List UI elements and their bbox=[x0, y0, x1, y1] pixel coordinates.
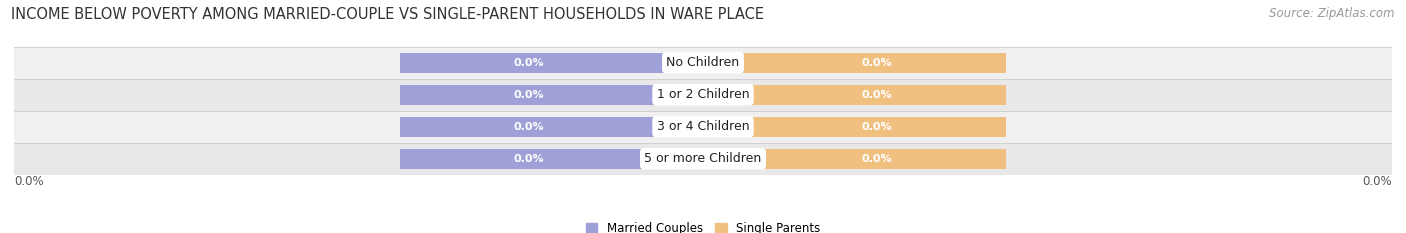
Text: 0.0%: 0.0% bbox=[862, 122, 893, 132]
Text: 0.0%: 0.0% bbox=[1362, 175, 1392, 188]
Bar bbox=[703, 149, 1007, 169]
Bar bbox=[399, 117, 703, 137]
Text: 5 or more Children: 5 or more Children bbox=[644, 152, 762, 165]
Bar bbox=[14, 111, 1392, 143]
Bar bbox=[14, 79, 1392, 111]
Text: 3 or 4 Children: 3 or 4 Children bbox=[657, 120, 749, 133]
Text: 0.0%: 0.0% bbox=[862, 154, 893, 164]
Text: 0.0%: 0.0% bbox=[513, 58, 544, 68]
Bar bbox=[14, 143, 1392, 175]
Text: 0.0%: 0.0% bbox=[862, 58, 893, 68]
Bar bbox=[703, 117, 1007, 137]
Bar bbox=[399, 53, 703, 72]
Bar bbox=[14, 47, 1392, 79]
Text: 0.0%: 0.0% bbox=[513, 90, 544, 100]
Text: 0.0%: 0.0% bbox=[513, 122, 544, 132]
Legend: Married Couples, Single Parents: Married Couples, Single Parents bbox=[581, 217, 825, 233]
Bar bbox=[703, 53, 1007, 72]
Text: INCOME BELOW POVERTY AMONG MARRIED-COUPLE VS SINGLE-PARENT HOUSEHOLDS IN WARE PL: INCOME BELOW POVERTY AMONG MARRIED-COUPL… bbox=[11, 7, 765, 22]
Text: No Children: No Children bbox=[666, 56, 740, 69]
Bar bbox=[399, 149, 703, 169]
Bar bbox=[399, 85, 703, 105]
Text: 0.0%: 0.0% bbox=[14, 175, 44, 188]
Text: 1 or 2 Children: 1 or 2 Children bbox=[657, 88, 749, 101]
Bar bbox=[703, 85, 1007, 105]
Text: 0.0%: 0.0% bbox=[513, 154, 544, 164]
Text: Source: ZipAtlas.com: Source: ZipAtlas.com bbox=[1270, 7, 1395, 20]
Text: 0.0%: 0.0% bbox=[862, 90, 893, 100]
